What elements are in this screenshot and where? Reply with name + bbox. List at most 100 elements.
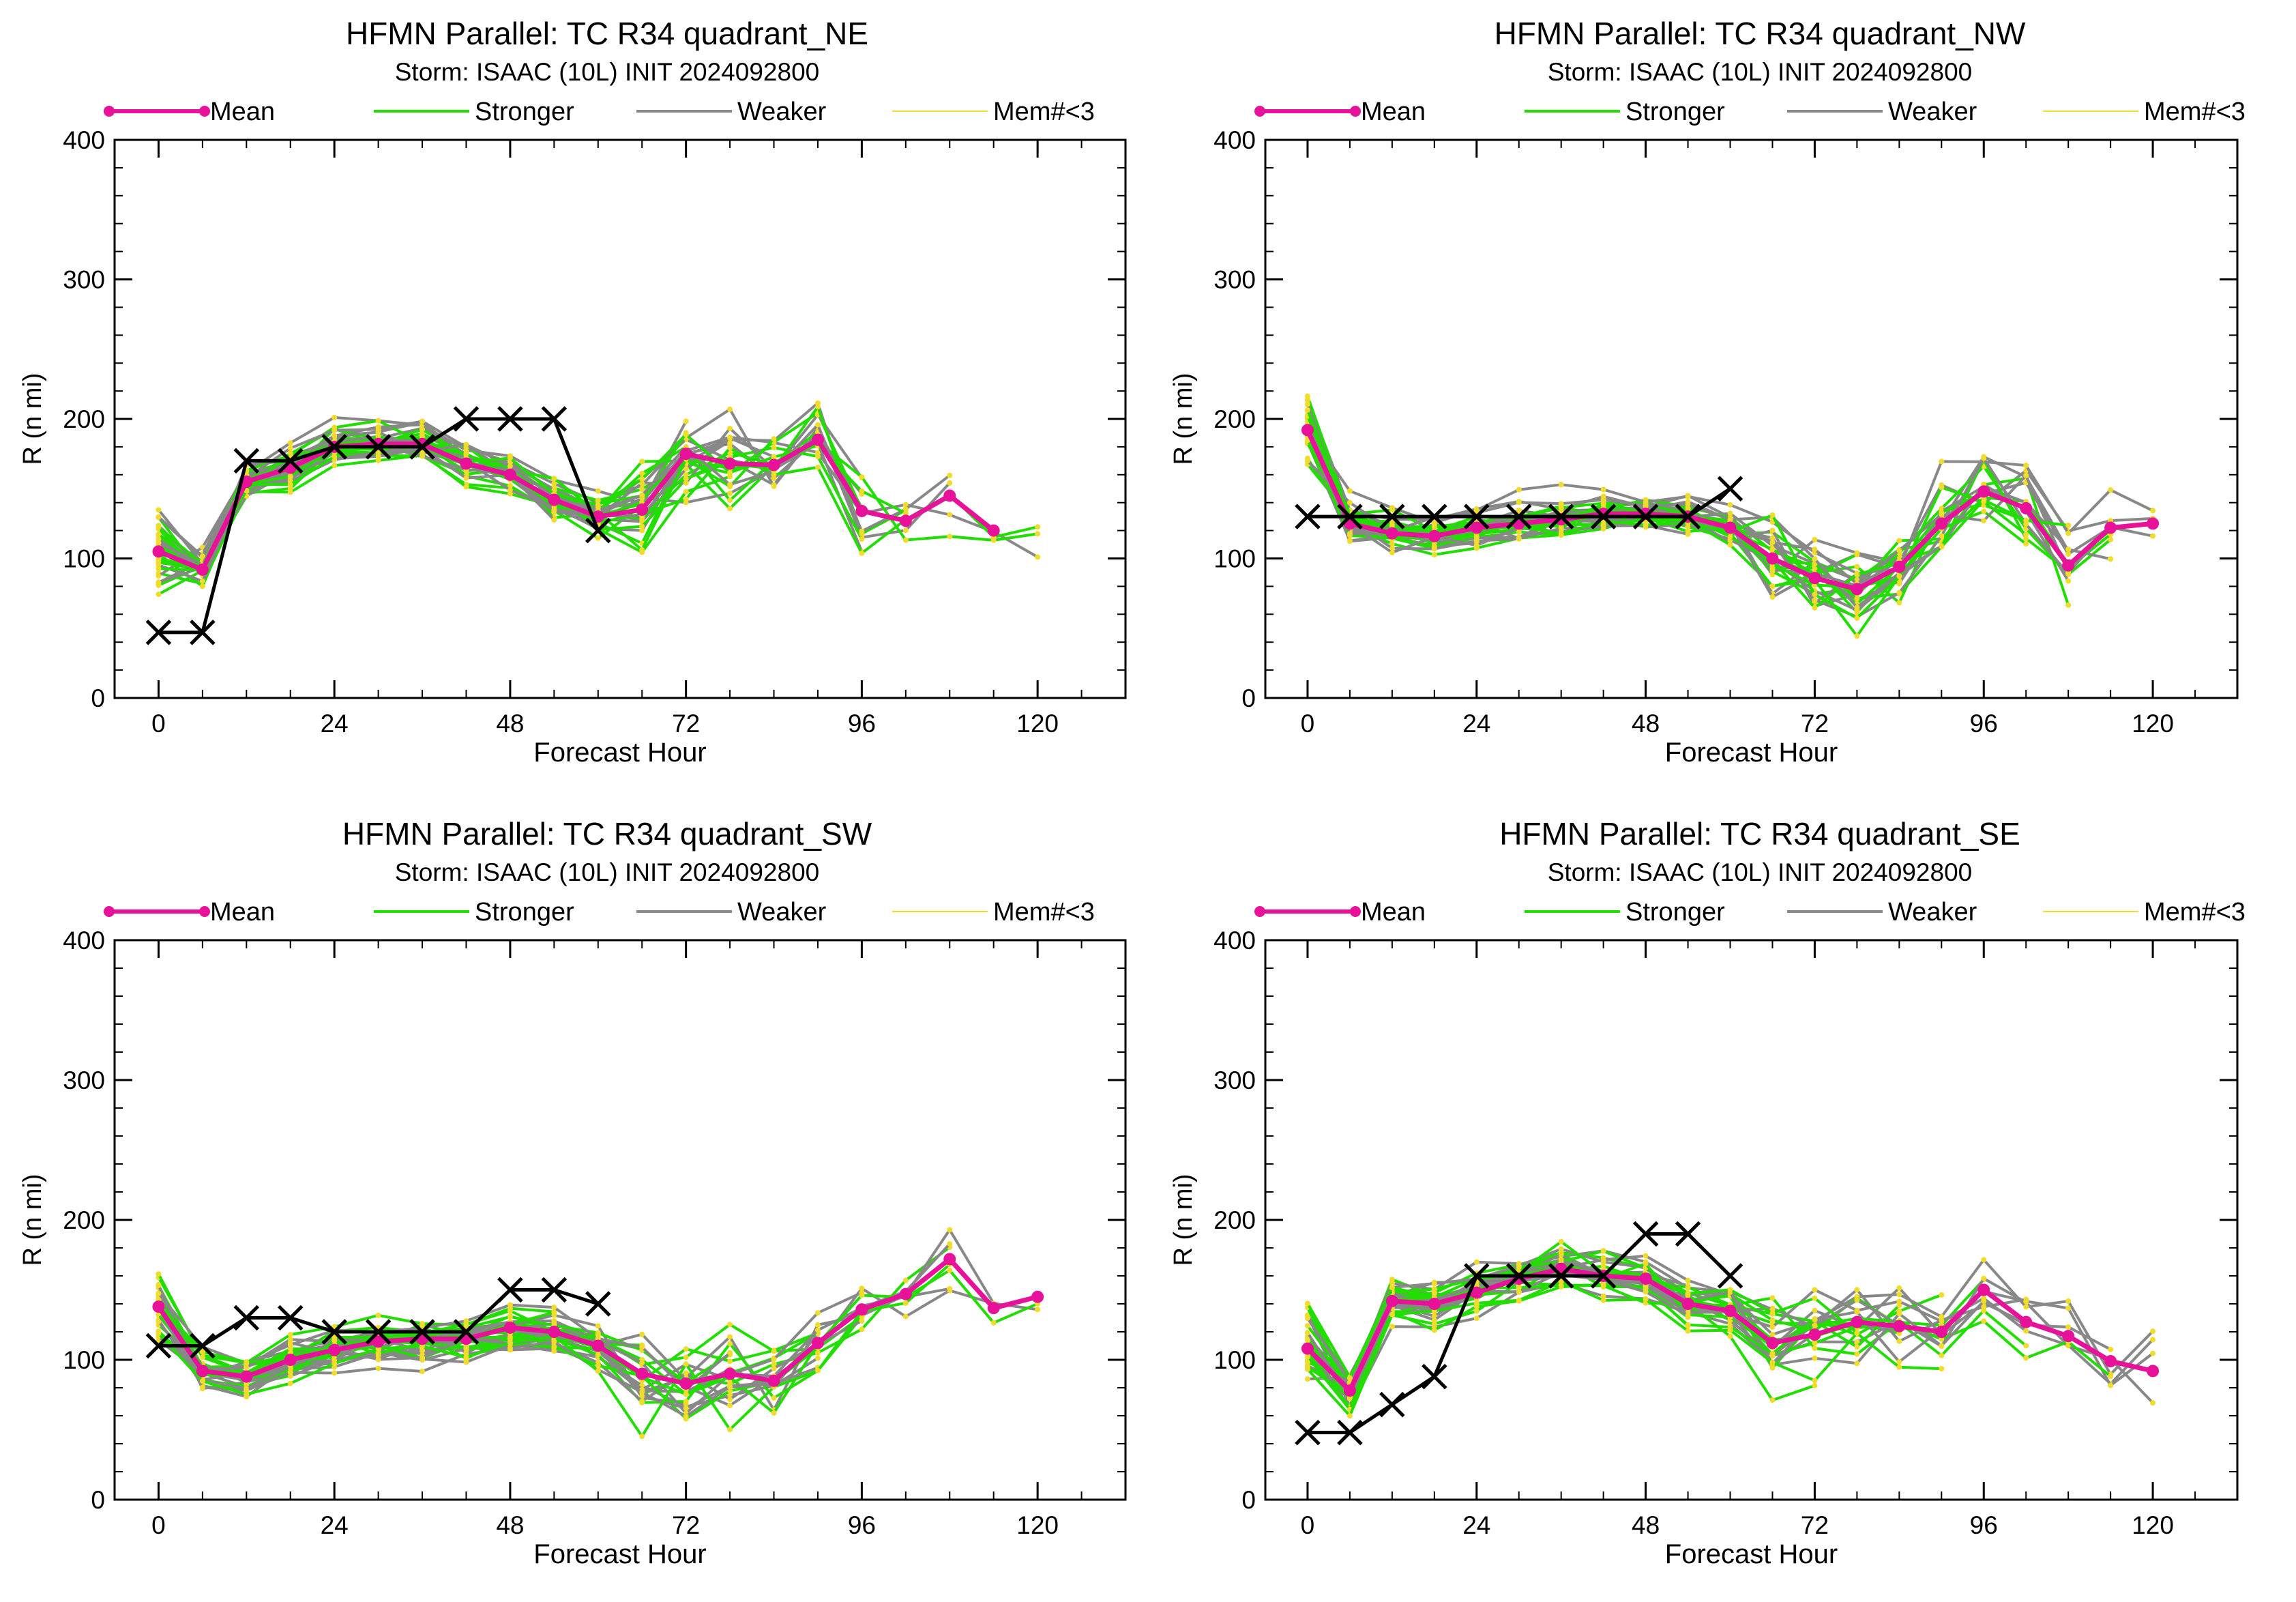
y-axis-label: R (n mi)	[18, 373, 47, 465]
member-point	[683, 1391, 689, 1397]
best-track-marker	[409, 434, 435, 460]
member-point	[1558, 505, 1564, 511]
member-point	[2150, 1400, 2156, 1406]
best-track-marker	[497, 406, 523, 432]
member-point	[2065, 1324, 2072, 1330]
member-point	[639, 458, 645, 465]
member-point	[639, 1360, 645, 1366]
mean-point	[1893, 560, 1906, 573]
stronger-member-line	[1306, 441, 1943, 639]
legend-label-1: Stronger	[475, 98, 574, 126]
member-point	[859, 488, 865, 494]
best-track-marker	[1717, 1263, 1743, 1289]
member-point	[947, 1227, 953, 1233]
member-point	[1727, 542, 1733, 548]
member-point	[375, 1312, 381, 1318]
member-point	[727, 482, 733, 488]
plot-area	[145, 1227, 1044, 1440]
member-point	[2065, 530, 2072, 536]
member-point	[639, 1344, 645, 1350]
member-point	[1346, 499, 1353, 506]
best-track-marker	[233, 1305, 260, 1331]
member-point	[1812, 565, 1818, 571]
member-point	[375, 453, 381, 459]
member-point	[727, 491, 733, 497]
member-point	[639, 1398, 645, 1404]
member-point	[814, 454, 821, 460]
member-point	[771, 1361, 777, 1367]
member-point	[902, 1300, 909, 1306]
mean-point	[1977, 485, 1990, 498]
member-point	[1389, 545, 1395, 551]
member-point	[1812, 1317, 1818, 1323]
plot-area	[1295, 1221, 2160, 1446]
legend-label-1: Stronger	[475, 898, 574, 927]
mean-point	[1639, 1272, 1652, 1285]
member-point	[1896, 1358, 1902, 1365]
best-track-marker	[1505, 1263, 1532, 1289]
y-tick-label: 400	[63, 927, 105, 955]
member-point	[727, 425, 733, 431]
member-point	[683, 431, 689, 437]
member-point	[1854, 551, 1860, 557]
mean-point	[724, 1367, 737, 1380]
mean-point	[152, 545, 165, 558]
member-point	[947, 1267, 953, 1273]
member-point	[859, 550, 865, 556]
member-point	[1981, 499, 1987, 505]
member-point	[2065, 602, 2072, 608]
member-point	[1769, 1331, 1776, 1337]
y-tick-label: 400	[63, 126, 105, 154]
member-point	[727, 1402, 733, 1408]
y-tick-label: 300	[63, 266, 105, 294]
x-tick-label: 48	[496, 1511, 524, 1539]
legend-label-3: Mem#<3	[2144, 98, 2246, 126]
member-point	[1558, 1246, 1564, 1252]
x-tick-label: 24	[321, 1511, 349, 1539]
member-point	[727, 445, 733, 451]
y-tick-label: 300	[63, 1066, 105, 1094]
mean-point	[1031, 1290, 1044, 1303]
member-point	[771, 444, 777, 450]
y-tick-label: 100	[63, 1346, 105, 1374]
x-tick-label: 96	[1970, 1511, 1998, 1539]
member-point	[1727, 516, 1733, 523]
mean-point	[460, 457, 473, 470]
mean-point	[767, 458, 780, 471]
member-point	[1431, 552, 1437, 558]
member-point	[771, 1365, 777, 1371]
member-point	[683, 418, 689, 424]
member-point	[1812, 1287, 1818, 1293]
member-point	[1304, 393, 1310, 399]
plot-area	[145, 400, 1041, 645]
member-point	[1600, 486, 1606, 493]
member-point	[1431, 1317, 1437, 1323]
member-point	[902, 501, 909, 508]
mean-point	[1301, 1342, 1314, 1355]
member-point	[244, 1391, 250, 1397]
member-point	[2108, 536, 2114, 542]
member-point	[332, 1370, 338, 1376]
member-point	[1473, 542, 1480, 549]
member-point	[1389, 507, 1395, 513]
member-point	[1473, 1308, 1480, 1314]
member-point	[1896, 1285, 1902, 1291]
member-point	[683, 1413, 689, 1419]
member-point	[1304, 458, 1310, 464]
member-point	[1727, 510, 1733, 516]
member-point	[507, 483, 513, 489]
member-point	[902, 1277, 909, 1283]
mean-point	[1935, 517, 1948, 530]
stronger-member-line	[1307, 1240, 1858, 1380]
member-point	[1854, 1351, 1860, 1357]
y-tick-label: 200	[1213, 405, 1256, 433]
member-point	[332, 427, 338, 433]
legend-label-3: Mem#<3	[993, 898, 1095, 927]
x-tick-label: 96	[848, 710, 876, 738]
member-point	[1600, 1293, 1606, 1299]
mean-point	[196, 1365, 209, 1378]
member-point	[683, 476, 689, 482]
member-point	[727, 406, 733, 412]
member-point	[1558, 482, 1564, 488]
best-track-marker	[1422, 1363, 1447, 1390]
